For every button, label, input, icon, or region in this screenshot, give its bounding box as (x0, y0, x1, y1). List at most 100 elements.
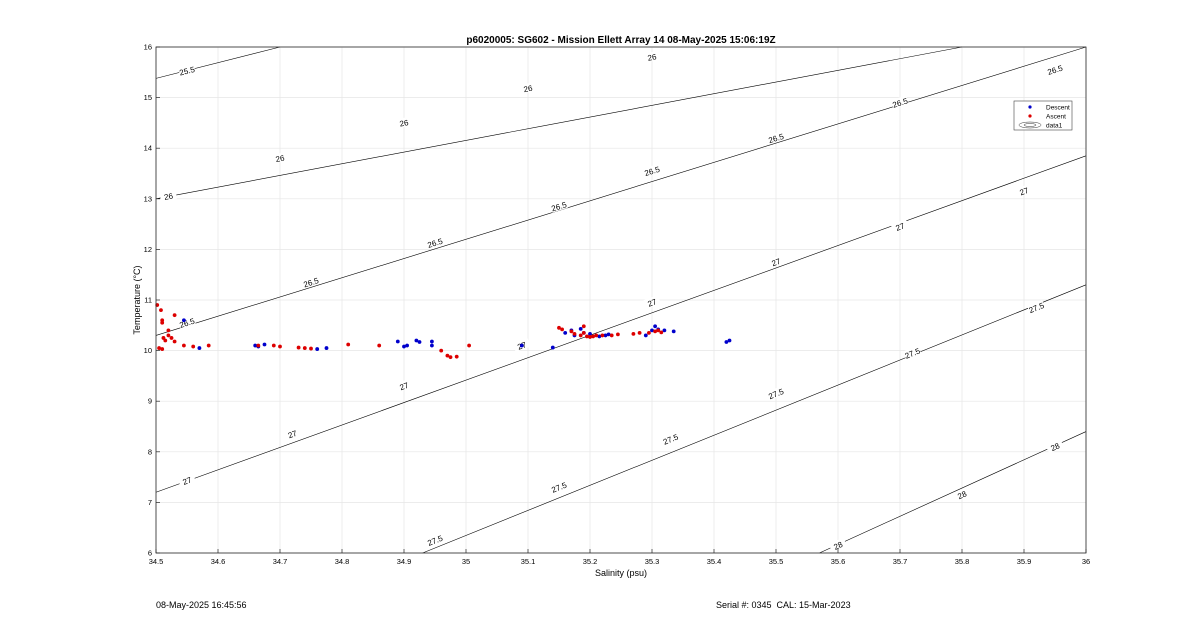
data-point-ascent (302, 346, 307, 350)
data-point-ascent (160, 347, 165, 351)
series-descent (182, 318, 732, 351)
x-tick-label: 35.6 (831, 557, 846, 566)
isopycnal-label-bg (394, 378, 413, 393)
data-point-ascent (578, 333, 583, 338)
data-point-descent (597, 334, 602, 339)
legend-marker-ascent (1028, 114, 1032, 118)
y-tick-label: 14 (144, 144, 152, 153)
isopycnal-line (819, 431, 1087, 554)
data-point-ascent (182, 343, 186, 348)
data-point-descent (402, 344, 406, 349)
isopycnal-label-bg (159, 189, 178, 202)
isopycnal-label-bg (425, 235, 444, 250)
x-tick-label: 35.1 (521, 557, 536, 566)
isopycnal-label-bg (283, 426, 302, 441)
data-point-descent (405, 343, 409, 348)
data-point-ascent (278, 344, 282, 349)
data-point-ascent (206, 343, 211, 348)
data-point-descent (650, 328, 654, 333)
x-tick-label: 34.7 (273, 557, 288, 566)
isopycnal-line (155, 46, 963, 200)
y-tick-label: 13 (144, 194, 152, 203)
y-tick-label: 12 (144, 245, 152, 254)
data-point-descent (588, 332, 592, 336)
data-point-ascent (600, 333, 605, 338)
y-tick-label: 6 (148, 549, 152, 558)
data-point-descent (606, 332, 611, 337)
data-point-ascent (445, 353, 450, 358)
data-point-descent (430, 343, 434, 348)
x-tick-label: 35.3 (645, 557, 660, 566)
isopycnal-label: 27 (770, 257, 782, 269)
isopycnal-line (155, 46, 1087, 336)
data-point-ascent (659, 330, 664, 335)
data-point-ascent (616, 332, 620, 337)
isopycnal-label-bg (766, 254, 785, 269)
data-point-ascent (439, 348, 444, 353)
isopycnal-label-bg (1045, 438, 1064, 454)
isopycnal-line (155, 46, 281, 79)
x-tick-label: 35.2 (583, 557, 598, 566)
data-point-descent (724, 340, 729, 344)
isopycnal-label-bg (178, 63, 196, 77)
x-axis-ticks: 34.5 34.6 34.7 34.8 34.9 35 35.1 35.2 35.3 35.4 35… (149, 549, 1090, 566)
isopycnal-label: 25.5 (178, 65, 196, 78)
isopycnal-label-bg (643, 50, 661, 63)
data-point-descent (550, 345, 555, 350)
isopycnal-label-bg (903, 345, 922, 360)
data-point-ascent (159, 308, 163, 313)
isopycnal-label-bg (642, 295, 661, 310)
data-point-descent (324, 346, 329, 350)
isopycnal-label: 28 (832, 540, 844, 552)
data-point-descent (578, 326, 583, 331)
data-point-descent (430, 339, 434, 344)
data-point-ascent (588, 335, 592, 339)
data-point-ascent (581, 324, 586, 329)
isopycnal-label-bg (661, 431, 680, 446)
isopycnal-label-bg (519, 82, 537, 94)
data-point-descent (414, 338, 419, 343)
isopycnal-label-bg (642, 163, 661, 178)
data-point-descent (563, 330, 568, 335)
y-tick-label: 9 (148, 397, 152, 406)
x-tick-label: 35.4 (707, 557, 722, 566)
data-point-descent (643, 333, 648, 338)
isopycnal-label: 27 (287, 429, 299, 441)
data-point-descent (603, 333, 608, 338)
isopycnal-label: 28 (1049, 441, 1061, 453)
data-point-ascent (160, 320, 165, 325)
data-point-ascent (169, 336, 174, 340)
isopycnal-label-bg (549, 479, 568, 494)
data-point-ascent (296, 345, 301, 350)
isopycnal-label-bg (890, 95, 909, 109)
y-tick-label: 10 (144, 346, 152, 355)
isopycnal-label-bg (177, 473, 196, 488)
isopycnal-label-bg (1014, 183, 1033, 198)
x-tick-label: 34.5 (149, 557, 164, 566)
isopycnal-label-bg (425, 532, 444, 548)
isopycnal-label: 27 (181, 475, 193, 487)
data-point-ascent (448, 355, 453, 360)
isopycnal-label-bg (766, 130, 785, 145)
isopycnal-line (155, 155, 1087, 493)
y-tick-label: 8 (148, 447, 152, 456)
isopycnal-label-bg (549, 199, 568, 213)
isopycnal-label: 27 (646, 297, 658, 309)
isopycnal-label: 26 (275, 153, 286, 164)
legend-label-ascent: Ascent (1046, 114, 1066, 121)
y-tick-label: 11 (144, 296, 152, 305)
isopycnal-label-bg (890, 219, 909, 234)
data-point-ascent (572, 332, 577, 336)
x-tick-label: 36 (1082, 557, 1090, 566)
y-axis-label: Temperature (°C) (132, 265, 142, 334)
data-point-ascent (647, 330, 651, 335)
isopycnal-label-bg (766, 385, 785, 401)
legend-marker-descent (1028, 105, 1032, 109)
data-point-descent (315, 347, 320, 351)
isopycnal-label-bg (1027, 299, 1046, 315)
isopycnal-label: 26 (399, 118, 410, 129)
x-tick-label: 35.9 (1017, 557, 1032, 566)
isopycnals: 25.5262626262626.526.526.526.526.526.526… (155, 46, 1087, 554)
chart-title: p6020005: SG602 - Mission Ellett Array 1… (466, 35, 775, 46)
data-point-ascent (157, 346, 162, 350)
